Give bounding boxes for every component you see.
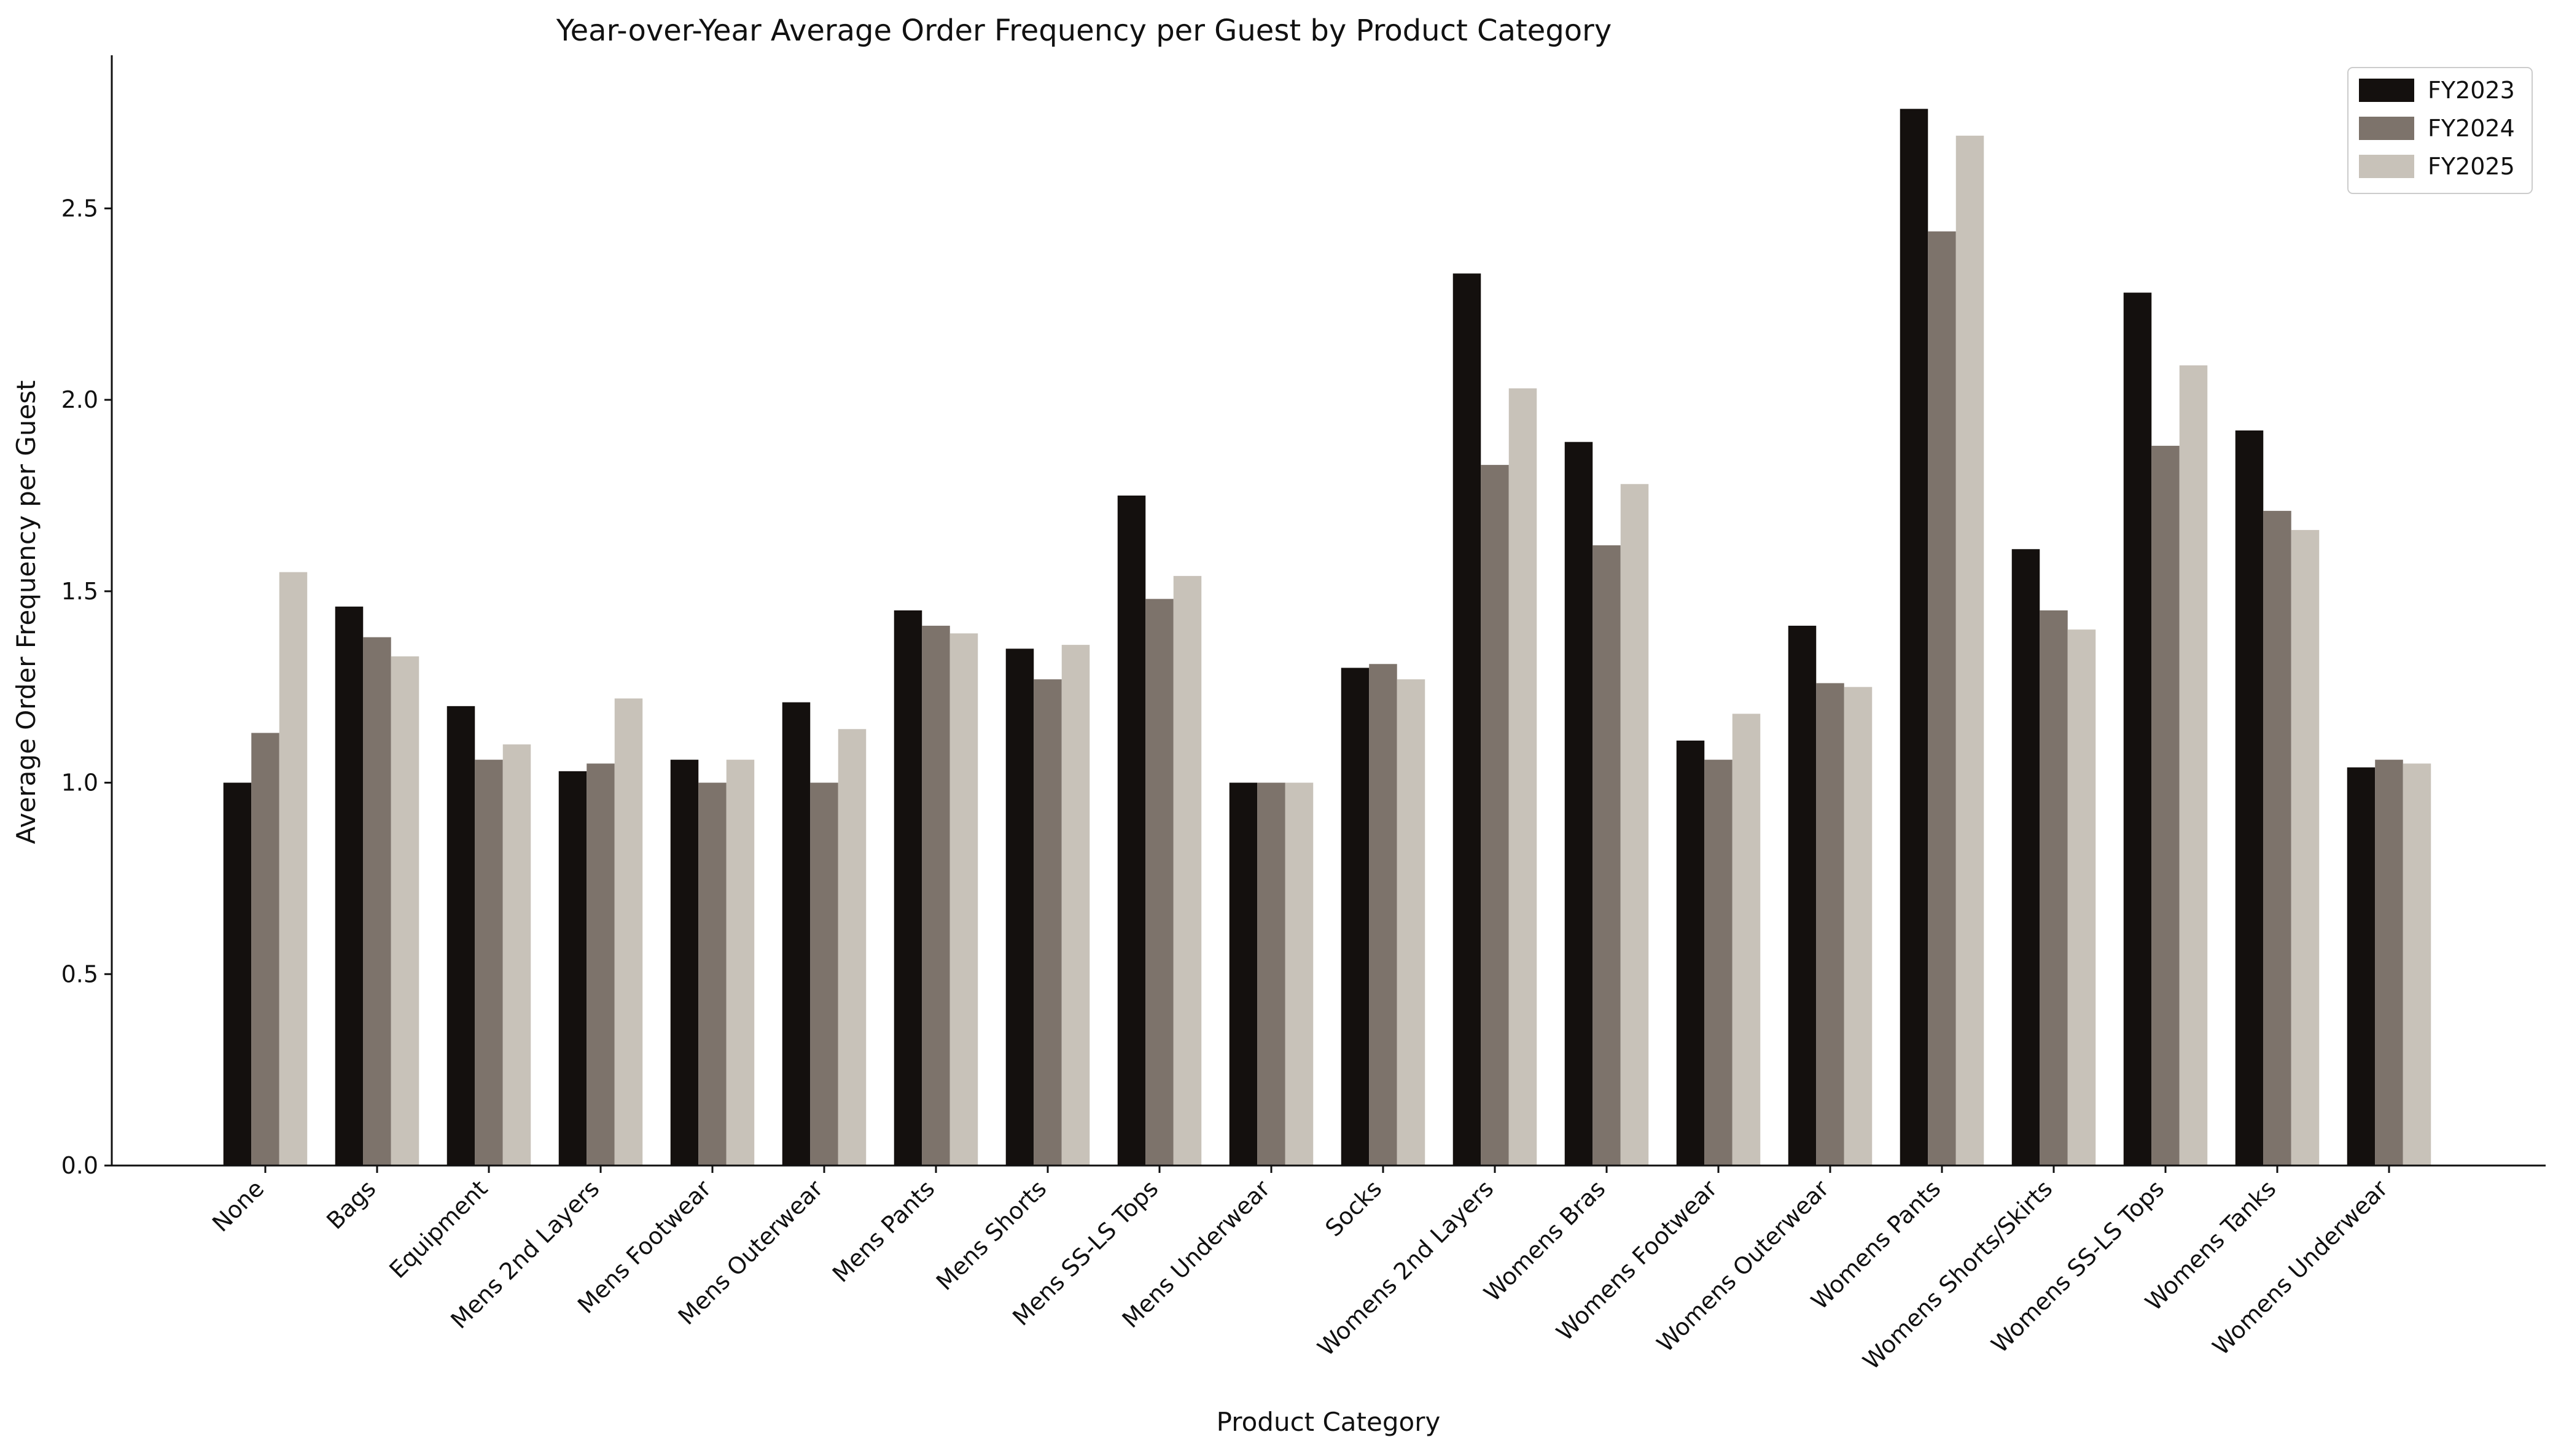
- bar-fy2025-none: [279, 572, 308, 1166]
- bar-fy2024-mens-underwear: [1257, 782, 1285, 1166]
- y-tick-label: 1.0: [61, 769, 98, 796]
- y-axis-label: Average Order Frequency per Guest: [11, 380, 41, 844]
- y-tick-label: 2.0: [61, 386, 98, 413]
- bar-fy2025-mens-shorts: [1061, 645, 1090, 1166]
- bar-fy2023-mens-outerwear: [782, 702, 811, 1166]
- legend-swatch-fy2023: [2359, 79, 2414, 102]
- bar-fy2023-womens-footwear: [1676, 740, 1705, 1166]
- bar-fy2025-womens-ss-ls-tops: [2179, 365, 2208, 1166]
- bar-fy2024-womens-underwear: [2375, 760, 2403, 1166]
- bar-fy2024-womens-pants: [1928, 231, 1956, 1166]
- bar-fy2024-womens-tanks: [2263, 510, 2291, 1166]
- bar-fy2025-equipment: [502, 744, 531, 1166]
- bar-fy2025-womens-tanks: [2291, 530, 2320, 1166]
- bar-fy2023-mens-2nd-layers: [558, 771, 587, 1166]
- legend-label-fy2025: FY2025: [2428, 153, 2515, 180]
- bar-fy2023-bags: [335, 606, 364, 1166]
- y-tick-label: 1.5: [61, 578, 98, 605]
- y-tick-label: 0.5: [61, 960, 98, 987]
- legend-swatch-fy2025: [2359, 155, 2414, 178]
- x-tick-label: Mens Shorts: [931, 1175, 1052, 1296]
- bar-fy2025-womens-pants: [1955, 135, 1984, 1166]
- bar-fy2025-womens-outerwear: [1844, 687, 1873, 1166]
- bar-fy2023-womens-pants: [1900, 109, 1928, 1166]
- bar-fy2025-womens-footwear: [1732, 714, 1761, 1166]
- bar-fy2025-womens-shorts-skirts: [2067, 629, 2096, 1166]
- bar-fy2023-mens-footwear: [670, 760, 699, 1166]
- x-axis-label: Product Category: [1217, 1407, 1441, 1437]
- plot-area: [223, 109, 2431, 1166]
- bar-fy2024-womens-bras: [1592, 545, 1621, 1166]
- chart-title: Year-over-Year Average Order Frequency p…: [556, 14, 1612, 48]
- x-tick-label: Socks: [1320, 1175, 1387, 1242]
- bar-fy2025-mens-pants: [949, 633, 978, 1166]
- x-tick-label: Bags: [321, 1175, 381, 1234]
- y-tick-label: 2.5: [61, 195, 98, 222]
- bar-fy2025-womens-bras: [1620, 484, 1649, 1166]
- bar-fy2025-mens-underwear: [1285, 782, 1314, 1166]
- bar-fy2023-womens-bras: [1564, 442, 1593, 1166]
- bar-fy2023-mens-ss-ls-tops: [1117, 495, 1146, 1166]
- bar-fy2024-mens-footwear: [698, 782, 727, 1166]
- legend-swatch-fy2024: [2359, 117, 2414, 140]
- legend-label-fy2023: FY2023: [2428, 77, 2515, 104]
- bar-fy2025-mens-ss-ls-tops: [1173, 575, 1202, 1166]
- bar-fy2023-womens-outerwear: [1788, 625, 1817, 1166]
- bar-fy2025-womens-underwear: [2403, 763, 2431, 1166]
- bar-fy2025-socks: [1397, 679, 1425, 1166]
- bar-fy2024-socks: [1369, 664, 1397, 1166]
- bar-fy2023-socks: [1341, 668, 1370, 1166]
- bar-fy2024-mens-pants: [922, 625, 950, 1166]
- bar-fy2024-bags: [363, 637, 391, 1166]
- bar-fy2023-womens-ss-ls-tops: [2123, 292, 2152, 1166]
- bar-fy2024-womens-ss-ls-tops: [2151, 445, 2180, 1166]
- bar-fy2023-mens-pants: [894, 610, 922, 1166]
- bar-fy2024-mens-shorts: [1034, 679, 1062, 1166]
- bar-fy2024-none: [251, 733, 279, 1166]
- x-tick-label: Mens Pants: [827, 1175, 940, 1287]
- bar-fy2023-womens-underwear: [2347, 767, 2376, 1166]
- y-axis: 0.0 0.5 1.0 1.5 2.0 2.5: [61, 55, 113, 1179]
- bar-fy2024-womens-2nd-layers: [1481, 465, 1509, 1166]
- bar-fy2023-womens-shorts-skirts: [2011, 549, 2040, 1166]
- legend-label-fy2024: FY2024: [2428, 115, 2515, 142]
- bar-fy2023-womens-2nd-layers: [1452, 273, 1481, 1166]
- bar-fy2024-womens-outerwear: [1816, 683, 1844, 1166]
- bar-fy2024-womens-footwear: [1704, 760, 1733, 1166]
- legend: FY2023 FY2024 FY2025: [2347, 67, 2533, 194]
- bar-fy2024-mens-2nd-layers: [587, 763, 615, 1166]
- bar-fy2024-mens-outerwear: [810, 782, 838, 1166]
- bar-fy2023-equipment: [446, 706, 475, 1166]
- bar-fy2025-mens-2nd-layers: [614, 698, 643, 1166]
- bar-fy2024-mens-ss-ls-tops: [1145, 599, 1174, 1166]
- x-tick-label: Womens Shorts/Skirts: [1858, 1175, 2058, 1375]
- x-tick-label: Equipment: [384, 1175, 493, 1283]
- bar-fy2025-womens-2nd-layers: [1508, 388, 1537, 1166]
- bar-fy2024-equipment: [475, 760, 503, 1166]
- bar-fy2025-mens-footwear: [726, 760, 755, 1166]
- bar-fy2025-bags: [391, 656, 419, 1166]
- bar-fy2023-womens-tanks: [2235, 430, 2264, 1166]
- bar-fy2023-none: [223, 782, 252, 1166]
- bar-fy2023-mens-underwear: [1229, 782, 1258, 1166]
- bar-fy2023-mens-shorts: [1005, 648, 1034, 1166]
- bar-fy2024-womens-shorts-skirts: [2040, 610, 2068, 1166]
- bar-fy2025-mens-outerwear: [838, 729, 867, 1166]
- x-tick-label: None: [207, 1175, 269, 1237]
- y-tick-label: 0.0: [61, 1152, 98, 1179]
